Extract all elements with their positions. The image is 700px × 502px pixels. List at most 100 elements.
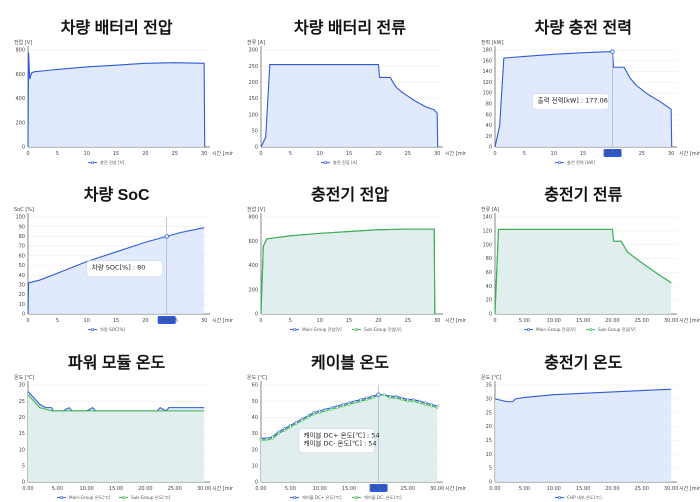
y-tick-label: 50: [252, 398, 258, 404]
series-line: [494, 51, 672, 148]
x-tick-label: 10.00: [80, 486, 94, 492]
chart-panel-cable-temperature: 케이블 온도 01020304050600.005.0010.0015.0020…: [233, 335, 466, 502]
chart-svg[interactable]: 0102030405060708090100051015202530SoC [%…: [0, 167, 233, 334]
legend-swatch-dot: [526, 328, 530, 332]
x-tick-label: 5: [522, 151, 525, 157]
series-point: [312, 412, 316, 416]
y-tick-label: 60: [485, 270, 491, 276]
series-line: [27, 390, 205, 412]
x-tick-label: 15.00: [576, 486, 590, 492]
chart-title: 충전기 온도: [544, 354, 623, 372]
series-point: [365, 397, 369, 401]
x-tick-label: 15: [346, 318, 352, 324]
series-area: [261, 229, 436, 315]
tooltip-text: 케이블 DC+ 온도[℃] : 54: [304, 430, 380, 439]
y-tick-label: 40: [485, 123, 491, 129]
series-point: [400, 397, 404, 401]
chart-panel-charger-temperature: 충전기 온도 0 5 10 15 20 25 30 35 0.00 5.00 10.00 15.00 2…: [467, 335, 700, 502]
chart-svg[interactable]: 0 200 400 600 800 0 5 10 15 20 25 30 전압 [V] 시간 [min] M…: [233, 167, 466, 334]
y-tick-label: 0: [255, 145, 258, 151]
x-tick-label: 15: [580, 151, 586, 157]
y-tick-label: 100: [15, 215, 25, 221]
chart-panel-vehicle-battery-current: 차량 배터리 전류 0 50 100 150 200 250 300 0 5 10 15 20 25 30…: [233, 0, 466, 167]
chart-title: 충전기 전압: [310, 187, 390, 205]
series-point: [359, 399, 363, 403]
legend-swatch-dot: [91, 161, 95, 165]
y-axis-label: 온도 [℃]: [481, 375, 501, 381]
chart-svg[interactable]: 020406080100120140160180051015202530전력 […: [467, 0, 700, 167]
legend-swatch-dot: [355, 328, 359, 332]
y-tick-label: 50: [19, 263, 25, 269]
y-tick-label: 40: [19, 273, 25, 279]
series-point: [336, 405, 340, 409]
x-tick-label: 10.00: [546, 318, 560, 324]
chart-svg[interactable]: 0 5 10 15 20 25 30 0.00 5.00 10.00 15.00 20.00 25.00…: [0, 335, 233, 502]
y-tick-label: 80: [485, 256, 491, 262]
y-axis-label: 전압 [V]: [14, 39, 32, 46]
legend-label: Sub-Group 온도[℃]: [131, 495, 171, 500]
series-area: [28, 394, 205, 482]
x-tick-label: 10: [550, 151, 556, 157]
series-line: [494, 388, 671, 402]
y-tick-label: 10: [252, 463, 258, 469]
x-tick-label: 20: [142, 318, 148, 324]
x-tick-label: 25: [172, 151, 178, 157]
x-tick-label: 15.00: [576, 318, 590, 324]
series-point: [395, 396, 398, 399]
x-axis-label: 시간 [min]: [212, 150, 233, 157]
x-tick-label: 0: [493, 318, 496, 324]
x-tick-label: 5.00: [518, 486, 529, 492]
chart-svg[interactable]: 0 20 40 60 80 100 120 140 0 5.00 10.00 15.00 20.00 25…: [467, 167, 700, 334]
tooltip-text: 케이블 DC- 온도[℃] : 54: [304, 438, 377, 447]
x-tick-label: 10: [317, 318, 323, 324]
series-point: [342, 404, 345, 408]
y-tick-label: 600: [15, 72, 25, 78]
y-tick-label: 20: [252, 447, 258, 453]
y-tick-label: 15: [485, 438, 491, 444]
y-tick-label: 30: [19, 283, 25, 289]
series-point: [318, 410, 322, 414]
y-tick-label: 300: [249, 48, 259, 54]
x-tick-label: 0.00: [22, 486, 33, 492]
y-tick-label: 0: [22, 479, 25, 485]
x-tick-label: 20.00: [605, 318, 619, 324]
y-tick-label: 0: [488, 145, 491, 151]
series-point: [277, 431, 281, 435]
y-tick-label: 10: [19, 447, 25, 453]
series-area: [261, 64, 439, 147]
series-point: [418, 401, 422, 404]
x-axis-label: 시간 [min]: [679, 317, 700, 324]
series-area: [494, 388, 671, 482]
y-tick-label: 100: [482, 243, 492, 249]
series-point: [265, 438, 269, 441]
y-tick-label: 140: [482, 69, 492, 75]
y-tick-label: 30: [19, 382, 25, 388]
series-point: [324, 409, 328, 412]
legend-label: Main-Group 전압[V]: [302, 326, 342, 332]
chart-svg[interactable]: 0 50 100 150 200 250 300 0 5 10 15 20 25 30 전류 [A] 시간 […: [233, 0, 466, 167]
x-value-badge-text: 23.63: [160, 318, 174, 324]
chart-svg[interactable]: 0 5 10 15 20 25 30 35 0.00 5.00 10.00 15.00 20.00 25.…: [467, 335, 700, 502]
series-point: [306, 415, 310, 419]
x-tick-label: 10: [84, 318, 90, 324]
chart-svg[interactable]: 0 200 400 600 800 0 5 10 15 20 25 30 전압 [V] 시간 [min] 충…: [0, 0, 233, 167]
x-tick-label: 30: [668, 151, 674, 157]
series-point: [412, 399, 416, 403]
x-tick-label: 5.00: [518, 318, 529, 324]
legend-swatch-dot: [557, 161, 561, 165]
legend-label: 충전 전압 [V]: [100, 159, 125, 165]
chart-title: 차량 배터리 전압: [60, 20, 173, 37]
x-tick-label: 15.00: [342, 486, 356, 492]
series-point: [283, 428, 287, 432]
y-tick-label: 150: [249, 96, 259, 102]
legend-swatch-dot: [588, 328, 592, 332]
x-axis-label: 시간 [min]: [445, 485, 466, 492]
x-tick-label: 20: [376, 318, 382, 324]
series-point: [389, 396, 392, 399]
x-tick-label: 20.00: [138, 486, 152, 492]
series-line: [27, 393, 205, 412]
chart-svg[interactable]: 01020304050600.005.0010.0015.0020.0025.0…: [233, 335, 466, 502]
x-axis-label: 시간 [min]: [679, 485, 700, 492]
y-tick-label: 100: [482, 91, 492, 97]
